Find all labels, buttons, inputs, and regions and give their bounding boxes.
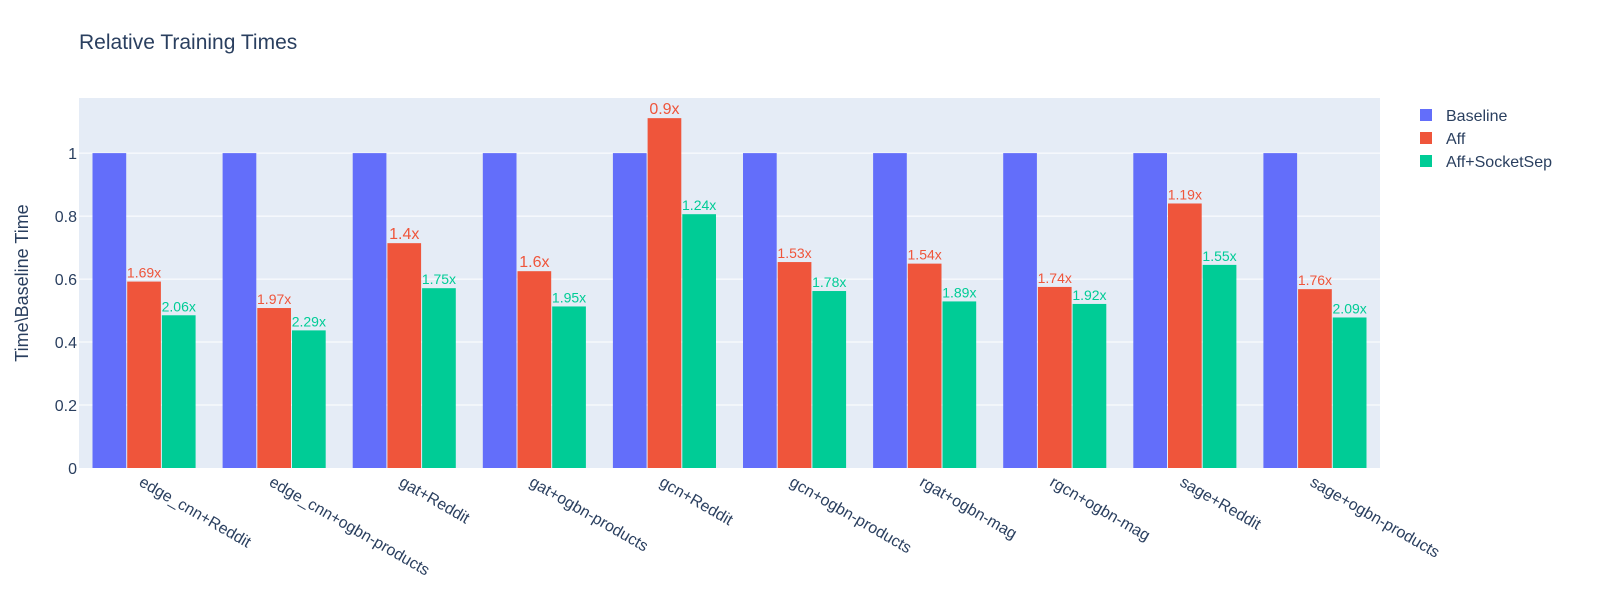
bar-aff xyxy=(517,271,552,468)
bar-aff-socketsep xyxy=(812,291,847,468)
data-label: 1.95x xyxy=(552,289,586,305)
data-label: 1.4x xyxy=(389,226,419,243)
x-tick-label: gcn+Reddit xyxy=(656,474,735,530)
bar-aff-socketsep xyxy=(422,288,456,468)
y-tick-label: 0 xyxy=(68,461,77,478)
y-tick-label: 0.2 xyxy=(55,398,77,415)
data-label: 1.19x xyxy=(1168,186,1202,202)
bar-aff xyxy=(387,243,422,468)
data-label: 2.09x xyxy=(1333,300,1367,316)
y-tick-label: 1 xyxy=(68,146,77,163)
data-label: 1.89x xyxy=(942,284,976,300)
x-tick-label: sage+Reddit xyxy=(1177,474,1264,534)
legend-swatch xyxy=(1420,109,1432,121)
bar-aff-socketsep xyxy=(552,306,586,468)
bar-aff-socketsep xyxy=(1072,303,1107,468)
legend-label: Aff xyxy=(1446,131,1466,148)
data-label: 2.29x xyxy=(292,313,326,329)
y-tick-label: 0.4 xyxy=(55,335,77,352)
x-tick-label: sage+ogbn-products xyxy=(1307,474,1442,562)
data-label: 1.75x xyxy=(422,271,456,287)
data-label: 1.24x xyxy=(682,197,716,213)
data-label: 2.06x xyxy=(162,298,196,314)
y-axis-label: Time\Baseline Time xyxy=(12,204,32,361)
data-label: 1.55x xyxy=(1202,248,1236,264)
bar-baseline xyxy=(1263,153,1298,468)
bar-aff-socketsep xyxy=(682,214,716,468)
bar-baseline xyxy=(482,153,517,468)
bar-baseline xyxy=(92,153,127,468)
bar-aff xyxy=(647,118,682,468)
bar-aff-socketsep xyxy=(1332,317,1367,468)
data-label: 1.76x xyxy=(1298,272,1332,288)
data-label: 1.97x xyxy=(257,291,291,307)
x-tick-label: gat+ogbn-products xyxy=(526,474,650,556)
data-label: 1.53x xyxy=(777,245,811,261)
y-tick-label: 0.6 xyxy=(55,272,77,289)
bar-aff xyxy=(777,262,812,468)
data-label: 1.6x xyxy=(519,254,549,271)
x-tick-label: rgat+ogbn-mag xyxy=(917,474,1020,543)
bar-baseline xyxy=(612,153,647,468)
bar-aff xyxy=(1037,286,1072,468)
legend-swatch xyxy=(1420,155,1432,167)
bar-aff-socketsep xyxy=(1202,264,1237,468)
bar-baseline xyxy=(743,153,777,468)
data-label: 1.69x xyxy=(127,265,161,281)
bar-aff-socketsep xyxy=(161,315,196,468)
x-tick-label: rgcn+ogbn-mag xyxy=(1047,474,1153,545)
legend-label: Aff+SocketSep xyxy=(1446,154,1552,171)
data-label: 0.9x xyxy=(649,101,679,118)
bar-baseline xyxy=(222,153,257,468)
x-tick-label: gcn+ogbn-products xyxy=(787,474,915,557)
bar-aff-socketsep xyxy=(942,301,977,468)
x-tick-label: edge_cnn+Reddit xyxy=(136,474,254,552)
legend-label: Baseline xyxy=(1446,108,1507,125)
bar-aff xyxy=(1168,203,1202,468)
bar-aff xyxy=(127,281,161,468)
bar-aff xyxy=(907,263,942,468)
legend-swatch xyxy=(1420,132,1432,144)
data-label: 1.92x xyxy=(1072,287,1106,303)
bar-baseline xyxy=(1003,153,1037,468)
data-label: 1.78x xyxy=(812,274,846,290)
bar-baseline xyxy=(873,153,907,468)
bar-baseline xyxy=(352,153,387,468)
data-label: 1.74x xyxy=(1038,270,1072,286)
bar-aff xyxy=(1298,289,1332,468)
bar-aff-socketsep xyxy=(291,330,326,468)
bar-aff xyxy=(257,308,291,468)
chart-title: Relative Training Times xyxy=(79,31,297,54)
bar-baseline xyxy=(1133,153,1168,468)
y-tick-label: 0.8 xyxy=(55,209,77,226)
data-label: 1.54x xyxy=(908,247,942,263)
x-tick-label: gat+Reddit xyxy=(396,474,472,528)
